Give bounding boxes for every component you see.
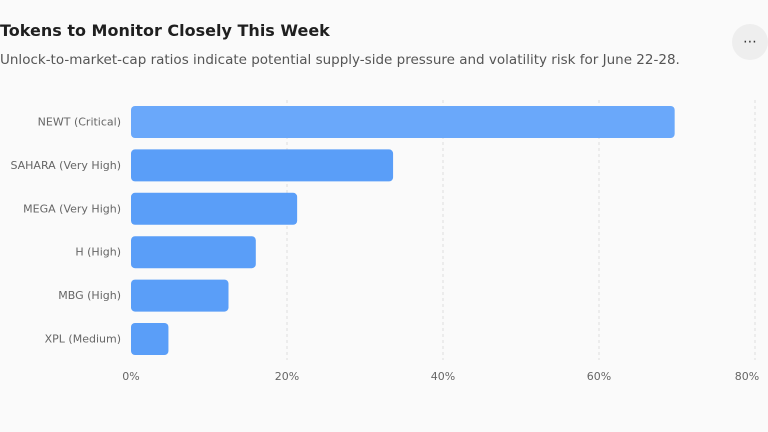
x-tick-label-2: 40% bbox=[431, 370, 455, 383]
category-label-2: MEGA (Very High) bbox=[23, 202, 121, 215]
chart-subtitle: Unlock-to-market-cap ratios indicate pot… bbox=[0, 52, 680, 68]
x-tick-label-0: 0% bbox=[122, 370, 139, 383]
x-tick-label-4: 80% bbox=[735, 370, 759, 383]
category-labels: NEWT (Critical) SAHARA (Very High) MEGA (V… bbox=[10, 116, 121, 346]
bar-4[interactable] bbox=[131, 279, 229, 312]
chart-title: Tokens to Monitor Closely This Week bbox=[0, 21, 330, 40]
category-label-5: XPL (Medium) bbox=[45, 333, 121, 346]
more-horizontal-icon: ⋯ bbox=[743, 34, 757, 50]
category-label-0: NEWT (Critical) bbox=[38, 116, 121, 129]
category-label-3: H (High) bbox=[75, 246, 121, 259]
x-tick-label-1: 20% bbox=[275, 370, 299, 383]
category-label-4: MBG (High) bbox=[58, 289, 121, 302]
bar-0[interactable] bbox=[131, 106, 675, 138]
category-label-1: SAHARA (Very High) bbox=[10, 159, 121, 172]
more-options-button[interactable]: ⋯ bbox=[732, 24, 768, 60]
bar-2[interactable] bbox=[131, 192, 298, 225]
x-axis-tick-labels: 0% 20% 40% 60% 80% bbox=[122, 370, 759, 383]
x-tick-label-3: 60% bbox=[587, 370, 611, 383]
bar-5[interactable] bbox=[131, 323, 169, 355]
bar-1[interactable] bbox=[131, 149, 394, 182]
bar-3[interactable] bbox=[131, 236, 256, 269]
grid-lines bbox=[286, 100, 756, 360]
bars bbox=[131, 106, 675, 355]
